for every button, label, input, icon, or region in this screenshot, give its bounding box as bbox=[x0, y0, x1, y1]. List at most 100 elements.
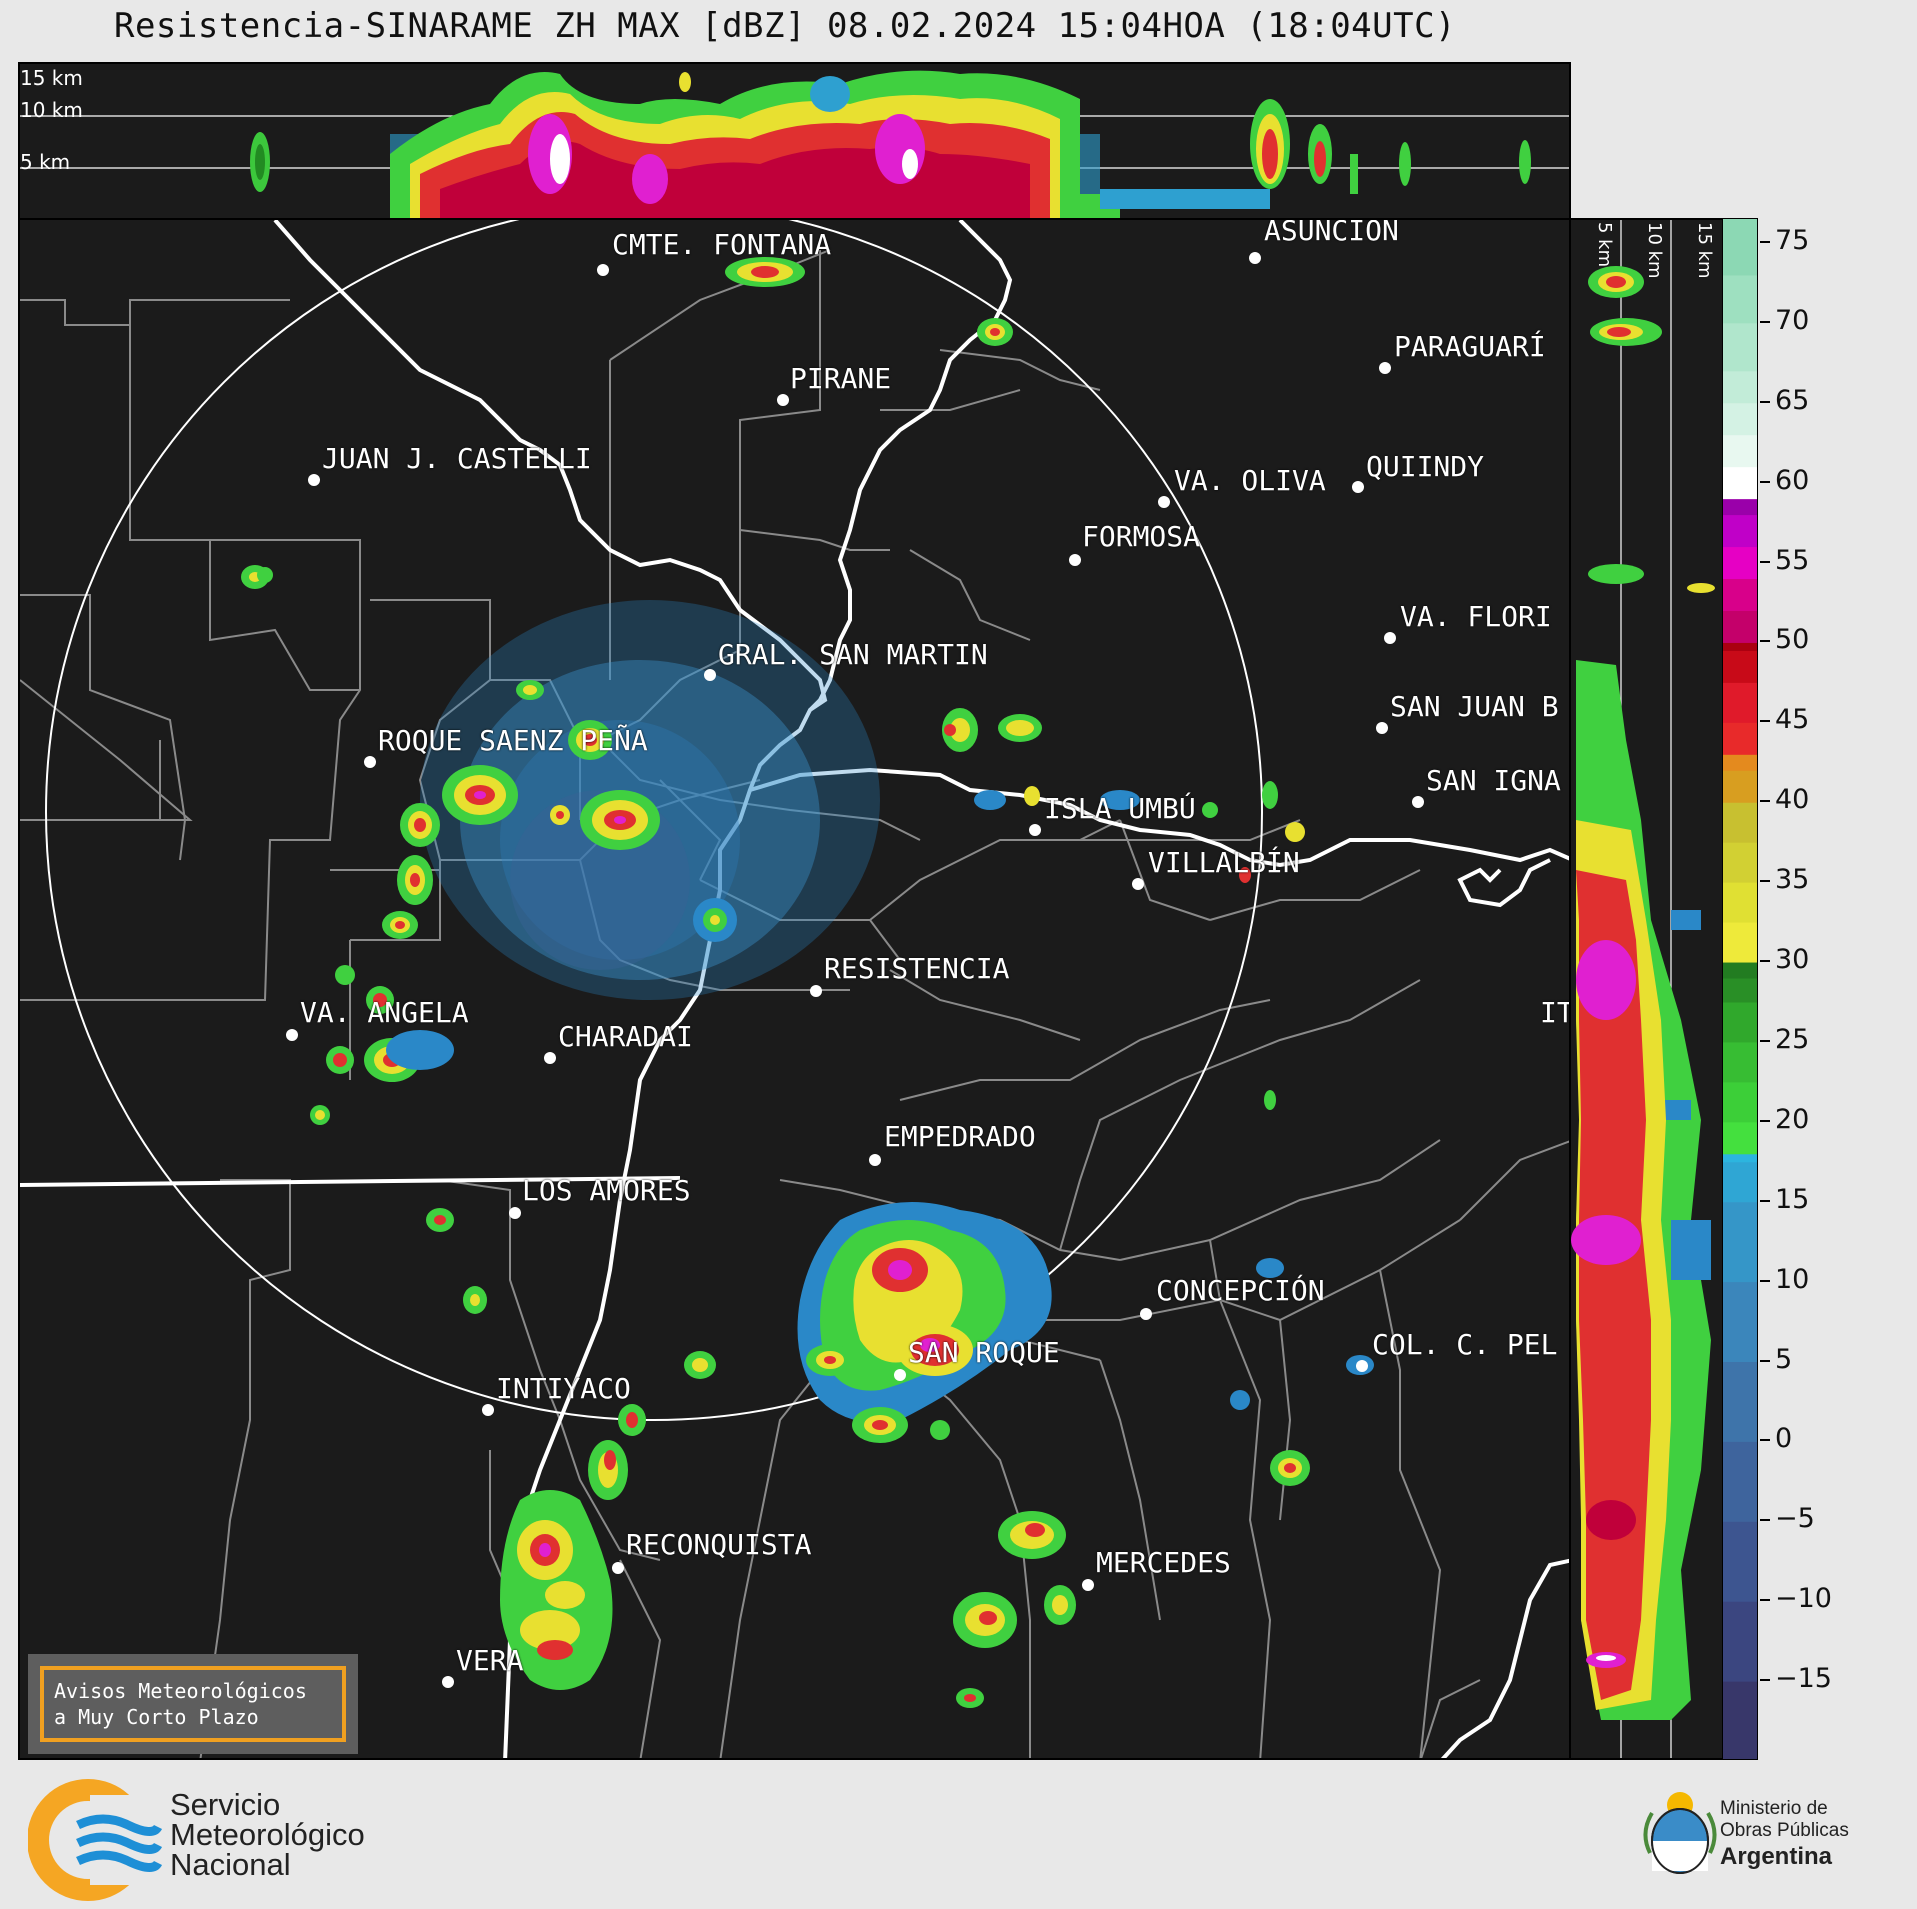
colorbar-tick bbox=[1760, 1119, 1770, 1122]
colorbar-tick bbox=[1760, 480, 1770, 483]
colorbar-segment bbox=[1723, 1521, 1757, 1602]
colorbar-tick bbox=[1760, 400, 1770, 403]
smn-line-3: Nacional bbox=[170, 1847, 291, 1882]
city-label-isla-umbu: ISLA UMBÚ bbox=[1044, 792, 1196, 825]
city-label-va-angela: VA. ANGELA bbox=[300, 996, 469, 1029]
city-label-mercedes: MERCEDES bbox=[1096, 1546, 1231, 1579]
colorbar-tick bbox=[1760, 1679, 1770, 1682]
colorbar-tick bbox=[1760, 1519, 1770, 1522]
city-label-concepcion: CONCEPCIÓN bbox=[1156, 1274, 1325, 1307]
colorbar-tick bbox=[1760, 1439, 1770, 1442]
city-label-resistencia: RESISTENCIA bbox=[824, 952, 1010, 985]
side-height-profile-panel: 5 km 10 km 15 km bbox=[1569, 218, 1724, 1760]
city-label-paraguari: PARAGUARÍ bbox=[1394, 330, 1546, 363]
colorbar-tick-label: 70 bbox=[1775, 304, 1810, 336]
colorbar-tick bbox=[1760, 640, 1770, 643]
city-label-col-c-pel: COL. C. PEL bbox=[1372, 1328, 1558, 1361]
dbz-colorbar bbox=[1722, 218, 1758, 1760]
colorbar-tick-label: 45 bbox=[1775, 704, 1810, 736]
city-label-roque-saenz-pena: ROQUE SAENZ PEÑA bbox=[378, 724, 648, 757]
colorbar-tick-label: 20 bbox=[1775, 1103, 1810, 1135]
smn-line-1: Servicio bbox=[170, 1787, 281, 1822]
side-echo-band bbox=[1571, 266, 1715, 1720]
colorbar-tick bbox=[1760, 880, 1770, 883]
city-label-va-oliva: VA. OLIVA bbox=[1174, 464, 1326, 497]
colorbar-segment bbox=[1723, 498, 1757, 516]
city-label-intiyaco: INTIYACO bbox=[496, 1372, 631, 1405]
height-label-5km: 5 km bbox=[20, 150, 71, 174]
colorbar-tick-label: 30 bbox=[1775, 944, 1810, 976]
colorbar-segment bbox=[1723, 1441, 1757, 1522]
colorbar-segment bbox=[1723, 546, 1757, 580]
colorbar-segment bbox=[1723, 274, 1757, 324]
colorbar-segment bbox=[1723, 978, 1757, 1003]
city-label-charadai: CHARADAI bbox=[558, 1020, 693, 1053]
mop-line-1: Ministerio de bbox=[1720, 1798, 1828, 1819]
smn-logo-text: Servicio Meteorológico Nacional bbox=[170, 1787, 365, 1882]
colorbar-tick bbox=[1760, 1359, 1770, 1362]
height-label-10km: 10 km bbox=[20, 98, 83, 122]
colorbar-tick bbox=[1760, 1279, 1770, 1282]
colorbar-segment bbox=[1723, 1081, 1757, 1123]
colorbar-tick bbox=[1760, 240, 1770, 243]
colorbar-segment bbox=[1723, 650, 1757, 683]
city-label-villalbin: VILLALBÍN bbox=[1148, 846, 1300, 879]
city-label-va-flori: VA. FLORI bbox=[1400, 600, 1552, 633]
city-markers bbox=[286, 252, 1424, 1688]
range-ring bbox=[45, 220, 1263, 1421]
colorbar-tick bbox=[1760, 1199, 1770, 1202]
city-label-san-roque: SAN ROQUE bbox=[908, 1336, 1060, 1369]
city-label-san-igna: SAN IGNA bbox=[1426, 764, 1561, 797]
colorbar-tick-label: 35 bbox=[1775, 864, 1810, 896]
colorbar-segment bbox=[1723, 642, 1757, 651]
echo-band bbox=[250, 70, 1531, 218]
colorbar-segment bbox=[1723, 1681, 1757, 1759]
colorbar-tick-label: 65 bbox=[1775, 384, 1810, 416]
colorbar-tick-label: −10 bbox=[1775, 1583, 1832, 1615]
colorbar-segment bbox=[1723, 882, 1757, 923]
colorbar-tick-label: −15 bbox=[1775, 1663, 1832, 1695]
colorbar-tick-label: 40 bbox=[1775, 784, 1810, 816]
avisos-button-frame[interactable]: Avisos Meteorológicos a Muy Corto Plazo bbox=[40, 1666, 346, 1742]
colorbar-tick bbox=[1760, 320, 1770, 323]
colorbar-segment bbox=[1723, 1201, 1757, 1283]
colorbar-segment bbox=[1723, 770, 1757, 803]
mop-line-3: Argentina bbox=[1720, 1843, 1833, 1870]
colorbar-segment bbox=[1723, 802, 1757, 843]
side-profile-echoes bbox=[1571, 220, 1715, 1758]
colorbar-segment bbox=[1723, 514, 1757, 548]
city-label-los-amores: LOS AMORES bbox=[522, 1174, 691, 1207]
colorbar-tick-label: 0 bbox=[1775, 1423, 1793, 1455]
ministerio-logo-text: Ministerio de Obras Públicas Argentina bbox=[1720, 1798, 1849, 1872]
colorbar-segment bbox=[1723, 1041, 1757, 1083]
city-label-reconquista: RECONQUISTA bbox=[626, 1528, 812, 1561]
colorbar-tick-label: 15 bbox=[1775, 1183, 1810, 1215]
colorbar-segment bbox=[1723, 922, 1757, 963]
avisos-button[interactable]: Avisos Meteorológicos a Muy Corto Plazo bbox=[28, 1654, 358, 1754]
colorbar-tick-label: 60 bbox=[1775, 464, 1810, 496]
height-label-15km: 15 km bbox=[20, 66, 83, 90]
city-label-it: IT bbox=[1540, 996, 1571, 1029]
top-height-profile-panel: 15 km 10 km 5 km bbox=[18, 62, 1571, 220]
colorbar-tick bbox=[1760, 960, 1770, 963]
colorbar-segment bbox=[1723, 1161, 1757, 1203]
colorbar-tick-label: −5 bbox=[1775, 1503, 1815, 1535]
city-label-gral-san-martin: GRAL. SAN MARTIN bbox=[718, 638, 988, 671]
argentina-coat-of-arms-icon bbox=[1643, 1792, 1717, 1874]
side-height-label-15km: 15 km bbox=[1694, 222, 1715, 279]
city-label-formosa: FORMOSA bbox=[1082, 520, 1201, 553]
colorbar-tick bbox=[1760, 720, 1770, 723]
colorbar-tick bbox=[1760, 1039, 1770, 1042]
avisos-line-2: a Muy Corto Plazo bbox=[54, 1705, 259, 1729]
major-boundaries bbox=[20, 220, 1569, 1758]
top-profile-echoes bbox=[20, 70, 1569, 218]
colorbar-tick-label: 5 bbox=[1775, 1343, 1793, 1375]
colorbar-tick-label: 75 bbox=[1775, 224, 1810, 256]
city-label-cmte-fontana: CMTE. FONTANA bbox=[612, 228, 832, 261]
radar-echo-cells bbox=[241, 257, 1374, 1708]
colorbar-segment bbox=[1723, 322, 1757, 372]
colorbar-tick bbox=[1760, 560, 1770, 563]
colorbar-tick-label: 10 bbox=[1775, 1263, 1810, 1295]
radar-map-panel[interactable]: CMTE. FONTANA ASUNCIÓN PARAGUARÍ PIRANE … bbox=[18, 218, 1571, 1760]
city-label-asuncion: ASUNCIÓN bbox=[1264, 218, 1399, 247]
